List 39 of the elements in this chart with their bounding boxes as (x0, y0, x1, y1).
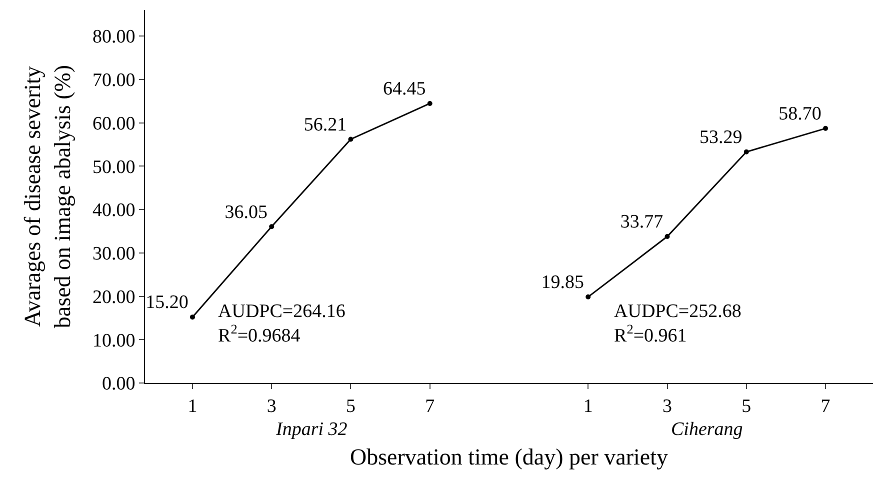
x-tick-label: 7 (820, 396, 830, 417)
y-tick-label: 50.00 (92, 156, 136, 178)
y-tick-label: 80.00 (92, 26, 136, 48)
x-tick-label: 7 (425, 396, 435, 417)
point (348, 136, 354, 142)
x-tick-label: 5 (742, 396, 752, 417)
y-axis-title: Avarages of disease severity based on image abalysis (%) (20, 64, 75, 328)
data-label: 15.20 (146, 292, 188, 314)
annotation: AUDPC=264.16 R$^{2}$=0.9684 (218, 301, 346, 347)
data-label: 64.45 (382, 78, 426, 100)
x-tick-label: 1 (583, 396, 593, 417)
point (664, 234, 670, 240)
y-tick-label: 0.00 (102, 374, 136, 395)
x-axis-title: Observation time (day) per variety (350, 444, 669, 470)
data-label: 58.70 (778, 104, 822, 125)
data-label: 56.21 (304, 114, 347, 136)
point (269, 224, 274, 230)
y-tick-label: 70.00 (92, 70, 136, 92)
point (586, 294, 591, 300)
y-tick-label: 30.00 (92, 244, 136, 265)
x-tick-label: 5 (346, 396, 356, 417)
y-tick-label: 40.00 (92, 200, 136, 222)
point (190, 314, 195, 320)
data-label: 19.85 (541, 272, 584, 294)
data-label: 33.77 (620, 212, 664, 233)
annotation: AUDPC=252.68 R$^{2}$=0.961 (614, 301, 742, 347)
y-tick-label: 20.00 (92, 286, 136, 308)
data-label: 36.05 (224, 202, 268, 223)
data-label: 53.29 (700, 126, 742, 148)
text: Ciherang (671, 419, 743, 440)
point (427, 100, 432, 106)
x-tick-label: 3 (266, 396, 276, 417)
point (823, 126, 828, 131)
y-tick-label: 10.00 (92, 330, 136, 352)
y-tick-label: 60.00 (92, 113, 136, 134)
x-tick-label: 3 (662, 396, 672, 417)
point (744, 149, 749, 154)
x-tick-label: 1 (188, 396, 198, 417)
text: Inpari 32 (275, 419, 348, 440)
